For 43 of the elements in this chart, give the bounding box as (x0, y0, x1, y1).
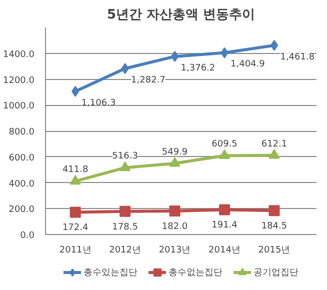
point (268, 205, 280, 216)
data-label: 411.8 (62, 165, 88, 176)
point (219, 204, 230, 216)
y-tick-label: 400.0 (8, 179, 35, 190)
point (169, 205, 180, 216)
point (70, 206, 81, 218)
x-tick-label: 2015년 (258, 246, 290, 256)
data-label: 172.4 (62, 223, 88, 234)
data-label: 1,282.7 (131, 76, 166, 86)
point (169, 157, 180, 167)
point (270, 40, 278, 51)
data-label: 178.5 (112, 222, 138, 232)
data-label: 182.0 (162, 222, 188, 232)
y-tick-label: 800.0 (8, 128, 35, 138)
point (120, 161, 131, 172)
y-tick-label: 200.0 (8, 205, 35, 216)
data-label: 1,404.9 (230, 60, 266, 70)
y-tick-label: 600.0 (8, 153, 35, 164)
data-label: 191.4 (212, 220, 238, 231)
y-tick-label: 0.0 (20, 231, 35, 241)
data-label: 1,376.2 (180, 63, 216, 74)
x-tick-label: 2013년 (158, 246, 191, 256)
y-tick-label: 1400.0 (3, 50, 35, 60)
point (219, 149, 230, 160)
x-tick-label: 2012년 (109, 246, 142, 256)
data-label: 1,461.8 (280, 52, 315, 62)
data-label: 516.3 (112, 152, 138, 162)
legend-label: 총수있는집단 (84, 266, 138, 278)
legend-label: 총수없는집단 (168, 266, 222, 278)
y-tick-label: 1000.0 (3, 102, 35, 112)
y-tick-label: 1200.0 (3, 76, 35, 86)
point (170, 50, 179, 62)
chart-title: 5년간 자산총액 변동추이 (106, 8, 256, 22)
data-label: 549.9 (162, 147, 188, 158)
x-tick-label: 2011년 (59, 246, 92, 256)
data-label: 184.5 (261, 222, 288, 232)
data-label: 609.5 (212, 140, 238, 150)
point (120, 206, 131, 217)
data-label: 612.1 (261, 139, 288, 150)
x-tick-label: 2014년 (208, 246, 240, 256)
point (268, 149, 280, 159)
legend-label: 공기업집단 (254, 266, 298, 278)
point (70, 174, 81, 185)
